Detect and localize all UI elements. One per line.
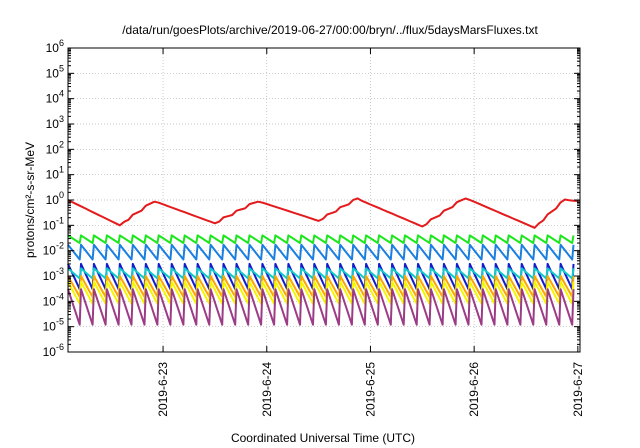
x-tick-label: 2019-6-25 bbox=[363, 362, 377, 417]
axis-ticks: 10-6 10-5 10-4 10-3 10-2 10-1 100 101 102 103 104 1… bbox=[43, 38, 585, 417]
y-tick-label: 104 bbox=[46, 89, 64, 106]
y-tick-label: 10-2 bbox=[43, 241, 64, 258]
y-tick-label: 105 bbox=[46, 63, 64, 80]
x-axis-label: Coordinated Universal Time (UTC) bbox=[231, 431, 415, 445]
y-axis-label: protons/cm²-s-sr-MeV bbox=[23, 142, 37, 258]
y-tick-label: 10-6 bbox=[43, 342, 64, 359]
chart-title: /data/run/goesPlots/archive/2019-06-27/0… bbox=[122, 23, 538, 37]
x-tick-label: 2019-6-24 bbox=[260, 362, 274, 417]
y-tick-label: 10-5 bbox=[43, 317, 64, 334]
series-line-8 bbox=[67, 288, 575, 326]
series-line-3 bbox=[67, 243, 575, 261]
series-line-5 bbox=[67, 267, 575, 280]
y-tick-label: 10-4 bbox=[43, 291, 64, 308]
y-tick-label: 10-3 bbox=[43, 266, 64, 283]
y-tick-label: 102 bbox=[46, 139, 64, 156]
y-tick-label: 106 bbox=[46, 38, 64, 55]
series-line-1 bbox=[67, 197, 578, 229]
y-tick-label: 100 bbox=[46, 190, 64, 207]
x-tick-label: 2019-6-23 bbox=[156, 362, 170, 417]
plot-frame bbox=[67, 47, 581, 353]
x-tick-label: 2019-6-27 bbox=[571, 362, 585, 417]
y-tick-label: 101 bbox=[46, 165, 64, 182]
x-tick-label: 2019-6-26 bbox=[467, 362, 481, 417]
series-line-2 bbox=[67, 234, 575, 244]
y-tick-label: 103 bbox=[46, 114, 64, 131]
series-lines bbox=[67, 197, 578, 326]
y-tick-label: 10-1 bbox=[43, 215, 64, 232]
